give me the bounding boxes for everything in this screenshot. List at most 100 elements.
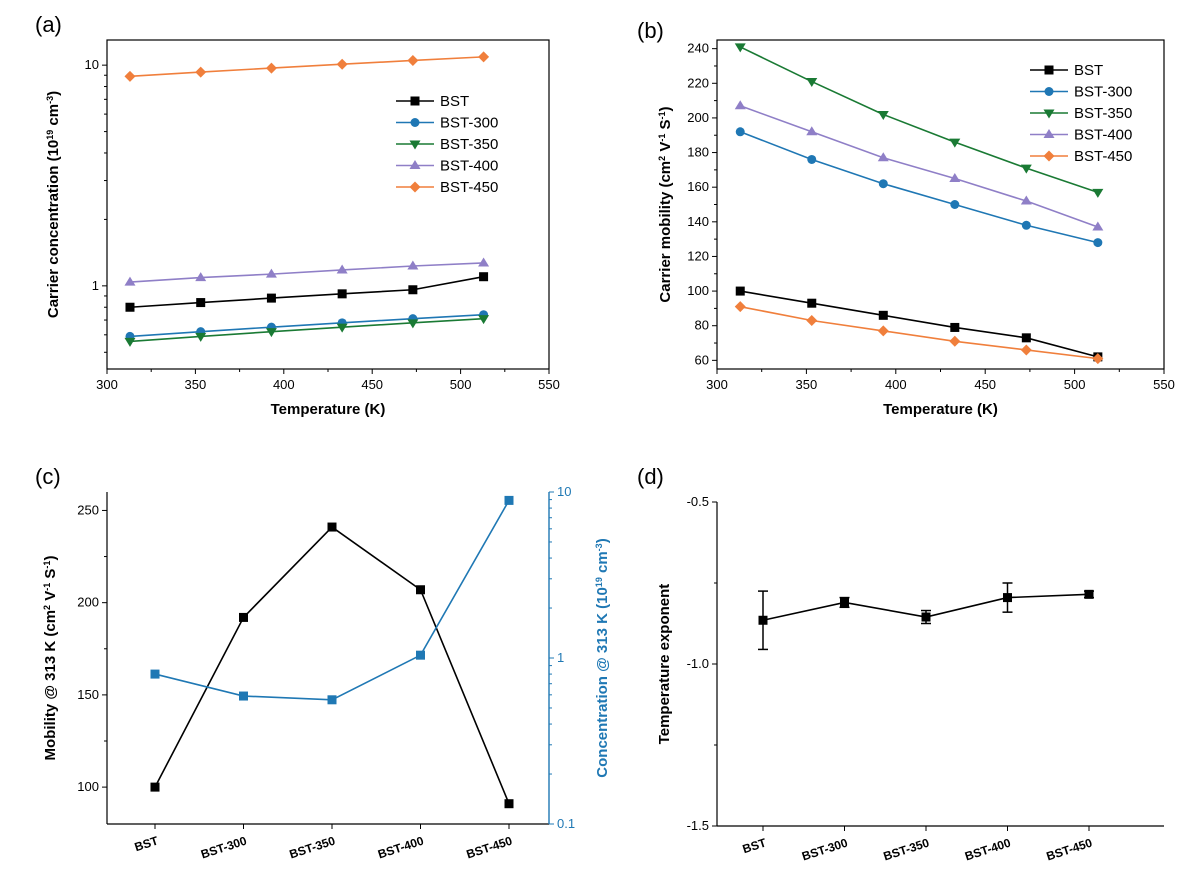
data-point-bst-350	[407, 319, 419, 329]
right-axis-title-part: 19	[594, 577, 604, 587]
data-point-bst-350	[336, 323, 348, 333]
data-point-bst-350	[877, 110, 889, 120]
data-point-bst-300	[1021, 220, 1031, 230]
data-point	[840, 597, 849, 607]
data-point-bst-300	[878, 179, 888, 189]
y-tick-label: 100	[687, 283, 709, 298]
y-tick-label: -1.5	[687, 818, 709, 833]
data-point-bst-450	[407, 54, 419, 66]
x-axis-title: Temperature (K)	[883, 401, 998, 418]
category-label: BST-400	[963, 835, 1013, 863]
data-point-bst-400	[949, 173, 961, 183]
panel-label: (b)	[637, 18, 664, 43]
y-tick-label: 60	[695, 352, 709, 367]
x-tick-label: 350	[185, 377, 207, 392]
right-axis-title: Concentration @ 313 K (1019 cm-3)	[594, 538, 611, 777]
legend-label: BST-450	[440, 179, 498, 196]
category-label: BST-350	[882, 835, 932, 863]
left-axis-title: Mobility @ 313 K (cm2 V-1 S-1)	[42, 556, 59, 761]
legend-label: BST-300	[440, 115, 498, 132]
x-axis-title: Temperature (K)	[271, 401, 386, 418]
y-axis-title: Carrier concentration (1019 cm-3)	[45, 91, 62, 318]
data-point-bst-300	[950, 200, 960, 209]
x-tick-label: 450	[974, 377, 996, 392]
data-point-bst-450	[195, 66, 207, 78]
data-point-bst	[337, 289, 347, 299]
data-point-mobility	[150, 782, 160, 792]
y2-tick-label: 10	[557, 484, 571, 499]
category-label: BST	[133, 833, 161, 854]
legend-label: BST-450	[1074, 148, 1132, 165]
data-point-concentration	[416, 650, 425, 660]
data-point	[1003, 593, 1012, 603]
x-tick-label: 500	[450, 377, 472, 392]
legend-marker	[1043, 150, 1055, 162]
category-label: BST-300	[800, 835, 850, 863]
y-tick-label: 240	[687, 41, 709, 56]
data-point-bst	[479, 272, 489, 282]
data-point-bst	[266, 293, 276, 303]
data-point-bst	[408, 285, 418, 295]
x-tick-label: 300	[96, 377, 118, 392]
data-point-bst-400	[734, 100, 746, 110]
right-axis-title-part: -3	[594, 543, 604, 551]
data-point-bst-450	[1092, 353, 1104, 365]
x-tick-label: 400	[273, 377, 295, 392]
category-label: BST-450	[465, 833, 515, 861]
y-tick-label: 160	[687, 179, 709, 194]
left-axis-title-part: V	[42, 591, 59, 605]
series-line-mobility	[154, 525, 510, 805]
legend-marker	[410, 118, 420, 127]
y-tick-label: 200	[77, 595, 99, 610]
y-tick-label: 1	[92, 278, 99, 293]
data-point-bst-350	[1020, 164, 1032, 174]
y-axis-title-part: V	[657, 142, 674, 156]
category-label: BST-450	[1045, 835, 1095, 863]
data-point	[921, 612, 931, 622]
legend-marker	[1044, 65, 1054, 75]
data-point-bst-400	[1092, 221, 1104, 231]
y-tick-label: 140	[687, 214, 709, 229]
left-axis-title-part: Mobility @ 313 K (cm	[42, 610, 59, 761]
data-point-mobility	[239, 612, 248, 622]
data-point-bst-400	[336, 264, 348, 274]
data-point-bst-350	[478, 315, 490, 325]
panel-label: (c)	[35, 464, 61, 489]
y-axis-title-part: Carrier mobility (cm	[657, 161, 674, 303]
data-point-bst	[735, 286, 745, 296]
category-label: BST-350	[288, 833, 338, 861]
y-axis-title-part: Carrier concentration (10	[45, 140, 62, 318]
data-point-bst-400	[124, 276, 136, 286]
data-point-bst-450	[1020, 344, 1032, 356]
data-point-bst-350	[734, 43, 746, 53]
data-point-bst-300	[735, 127, 745, 137]
data-point-bst-300	[807, 154, 817, 164]
data-point-concentration	[327, 695, 337, 705]
series-line-bst-300	[129, 313, 484, 338]
y-axis-title-part: cm	[45, 104, 62, 130]
legend-marker	[1043, 109, 1055, 119]
data-point-bst-450	[124, 70, 136, 82]
data-point-bst-450	[478, 51, 490, 63]
data-point-concentration	[239, 691, 248, 701]
right-axis-title-part: Concentration @ 313 K (10	[594, 587, 611, 778]
data-point-bst-400	[806, 126, 818, 136]
left-axis-title-part: -1	[42, 561, 52, 569]
data-point	[1084, 589, 1094, 599]
y-axis-title-part: -1	[657, 134, 667, 142]
y-axis-title: Carrier mobility (cm2 V-1 S-1)	[657, 106, 674, 302]
data-point-bst-400	[478, 257, 490, 267]
legend-label: BST	[1074, 62, 1103, 79]
y-tick-label: 80	[695, 318, 709, 333]
data-point-bst-400	[195, 272, 207, 282]
y-tick-label: 150	[77, 687, 99, 702]
x-tick-label: 300	[706, 377, 728, 392]
right-axis-title-part: )	[594, 538, 611, 543]
y-tick-label: 250	[77, 502, 99, 517]
data-point-bst-350	[806, 78, 818, 88]
series-line-bst-300	[739, 131, 1099, 244]
x-tick-label: 550	[538, 377, 560, 392]
data-point-bst-450	[336, 58, 348, 70]
y-axis-title-part: )	[657, 106, 674, 111]
